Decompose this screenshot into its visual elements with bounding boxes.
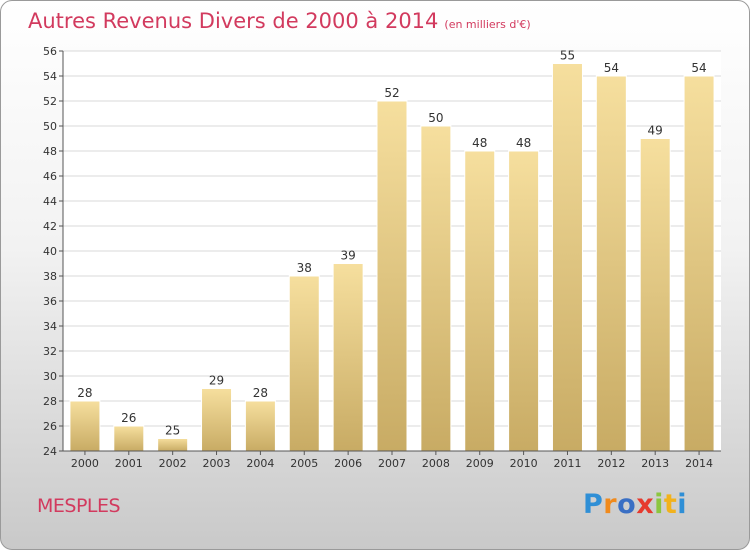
data-label: 54 [604, 61, 619, 75]
y-tick-label: 26 [43, 420, 57, 433]
x-tick-label: 2013 [641, 457, 669, 470]
bar [201, 388, 233, 452]
y-tick-label: 34 [43, 320, 57, 333]
x-tick-label: 2008 [422, 457, 450, 470]
y-tick-label: 40 [43, 245, 57, 258]
x-tick-label: 2002 [159, 457, 187, 470]
data-label: 48 [516, 136, 531, 150]
location-label: MESPLES [37, 495, 121, 517]
y-tick-label: 48 [43, 145, 57, 158]
y-tick-label: 52 [43, 95, 57, 108]
y-tick-label: 38 [43, 270, 57, 283]
data-label: 28 [253, 386, 268, 400]
data-label: 26 [121, 411, 136, 425]
x-tick-label: 2003 [203, 457, 231, 470]
data-label: 52 [384, 86, 399, 100]
x-tick-label: 2000 [71, 457, 99, 470]
bar [595, 75, 627, 452]
y-tick-label: 54 [43, 70, 57, 83]
x-tick-label: 2014 [685, 457, 713, 470]
data-label: 29 [209, 374, 224, 388]
y-tick-label: 32 [43, 345, 57, 358]
x-tick-label: 2004 [246, 457, 274, 470]
bar [639, 138, 671, 452]
data-label: 25 [165, 424, 180, 438]
x-tick-label: 2006 [334, 457, 362, 470]
bar [69, 400, 101, 452]
bar [157, 438, 189, 452]
chart-title-main: Autres Revenus Divers de 2000 à 2014 [28, 9, 439, 33]
data-label: 39 [340, 249, 355, 263]
bar [113, 425, 145, 452]
data-label: 38 [297, 261, 312, 275]
bar [288, 275, 320, 452]
y-tick-label: 56 [43, 45, 57, 58]
data-label: 50 [428, 111, 443, 125]
y-tick-label: 42 [43, 220, 57, 233]
bar [332, 263, 364, 452]
chart-title-unit: (en milliers d'€) [444, 18, 531, 31]
data-label: 28 [77, 386, 92, 400]
y-tick-label: 36 [43, 295, 57, 308]
x-tick-label: 2010 [510, 457, 538, 470]
x-tick-label: 2009 [466, 457, 494, 470]
data-label: 48 [472, 136, 487, 150]
y-tick-label: 28 [43, 395, 57, 408]
y-tick-label: 44 [43, 195, 57, 208]
bar [244, 400, 276, 452]
bar [551, 63, 583, 452]
bar [464, 150, 496, 452]
y-tick-label: 30 [43, 370, 57, 383]
x-tick-label: 2001 [115, 457, 143, 470]
chart-title: Autres Revenus Divers de 2000 à 2014 (en … [28, 9, 531, 33]
x-tick-label: 2005 [290, 457, 318, 470]
bar [420, 125, 452, 452]
bar [508, 150, 540, 452]
y-tick-label: 50 [43, 120, 57, 133]
bar [683, 75, 715, 452]
data-label: 55 [560, 49, 575, 63]
bar [376, 100, 408, 452]
x-tick-label: 2007 [378, 457, 406, 470]
x-tick-label: 2012 [597, 457, 625, 470]
data-label: 54 [691, 61, 706, 75]
proxiti-logo: Proxiti [583, 489, 688, 520]
y-tick-label: 46 [43, 170, 57, 183]
data-label: 49 [648, 124, 663, 138]
x-tick-label: 2011 [553, 457, 581, 470]
y-tick-label: 24 [43, 445, 57, 458]
